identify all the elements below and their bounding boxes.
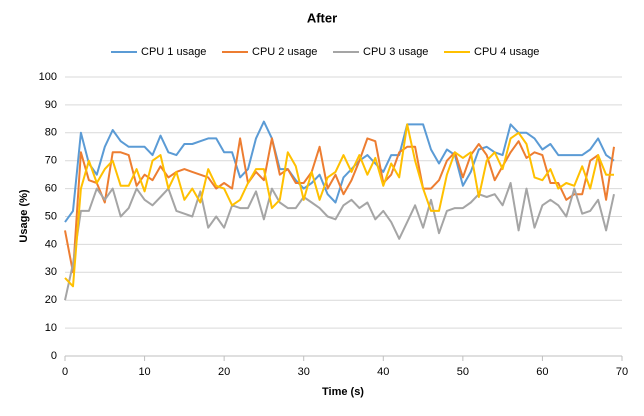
y-tick-label: 30 xyxy=(45,266,57,278)
series-line xyxy=(64,120,615,223)
legend-label: CPU 1 usage xyxy=(141,46,206,58)
legend-label: CPU 3 usage xyxy=(363,46,428,58)
y-tick-label: 60 xyxy=(45,183,57,195)
y-axis-title: Usage (%) xyxy=(18,189,30,243)
y-tick-label: 90 xyxy=(45,99,57,111)
series-line xyxy=(64,123,614,288)
series-line xyxy=(64,182,615,301)
x-tick-label: 40 xyxy=(377,366,389,378)
x-tick-label: 30 xyxy=(298,366,310,378)
y-tick-label: 20 xyxy=(45,294,57,306)
legend-label: CPU 4 usage xyxy=(474,46,539,58)
x-tick-label: 10 xyxy=(138,366,150,378)
x-tick-label: 50 xyxy=(457,366,469,378)
x-axis-title: Time (s) xyxy=(322,386,364,398)
x-tick-label: 70 xyxy=(616,366,628,378)
y-tick-label: 50 xyxy=(45,210,57,222)
y-tick-label: 80 xyxy=(45,127,57,139)
x-tick-label: 60 xyxy=(536,366,548,378)
y-tick-label: 10 xyxy=(45,322,57,334)
y-tick-label: 0 xyxy=(51,350,57,362)
y-tick-label: 70 xyxy=(45,155,57,167)
legend-label: CPU 2 usage xyxy=(252,46,317,58)
x-tick-label: 0 xyxy=(62,366,68,378)
y-tick-label: 40 xyxy=(45,238,57,250)
x-tick-label: 20 xyxy=(218,366,230,378)
chart-title: After xyxy=(307,10,337,25)
y-tick-label: 100 xyxy=(39,71,57,83)
series-line xyxy=(64,137,615,274)
